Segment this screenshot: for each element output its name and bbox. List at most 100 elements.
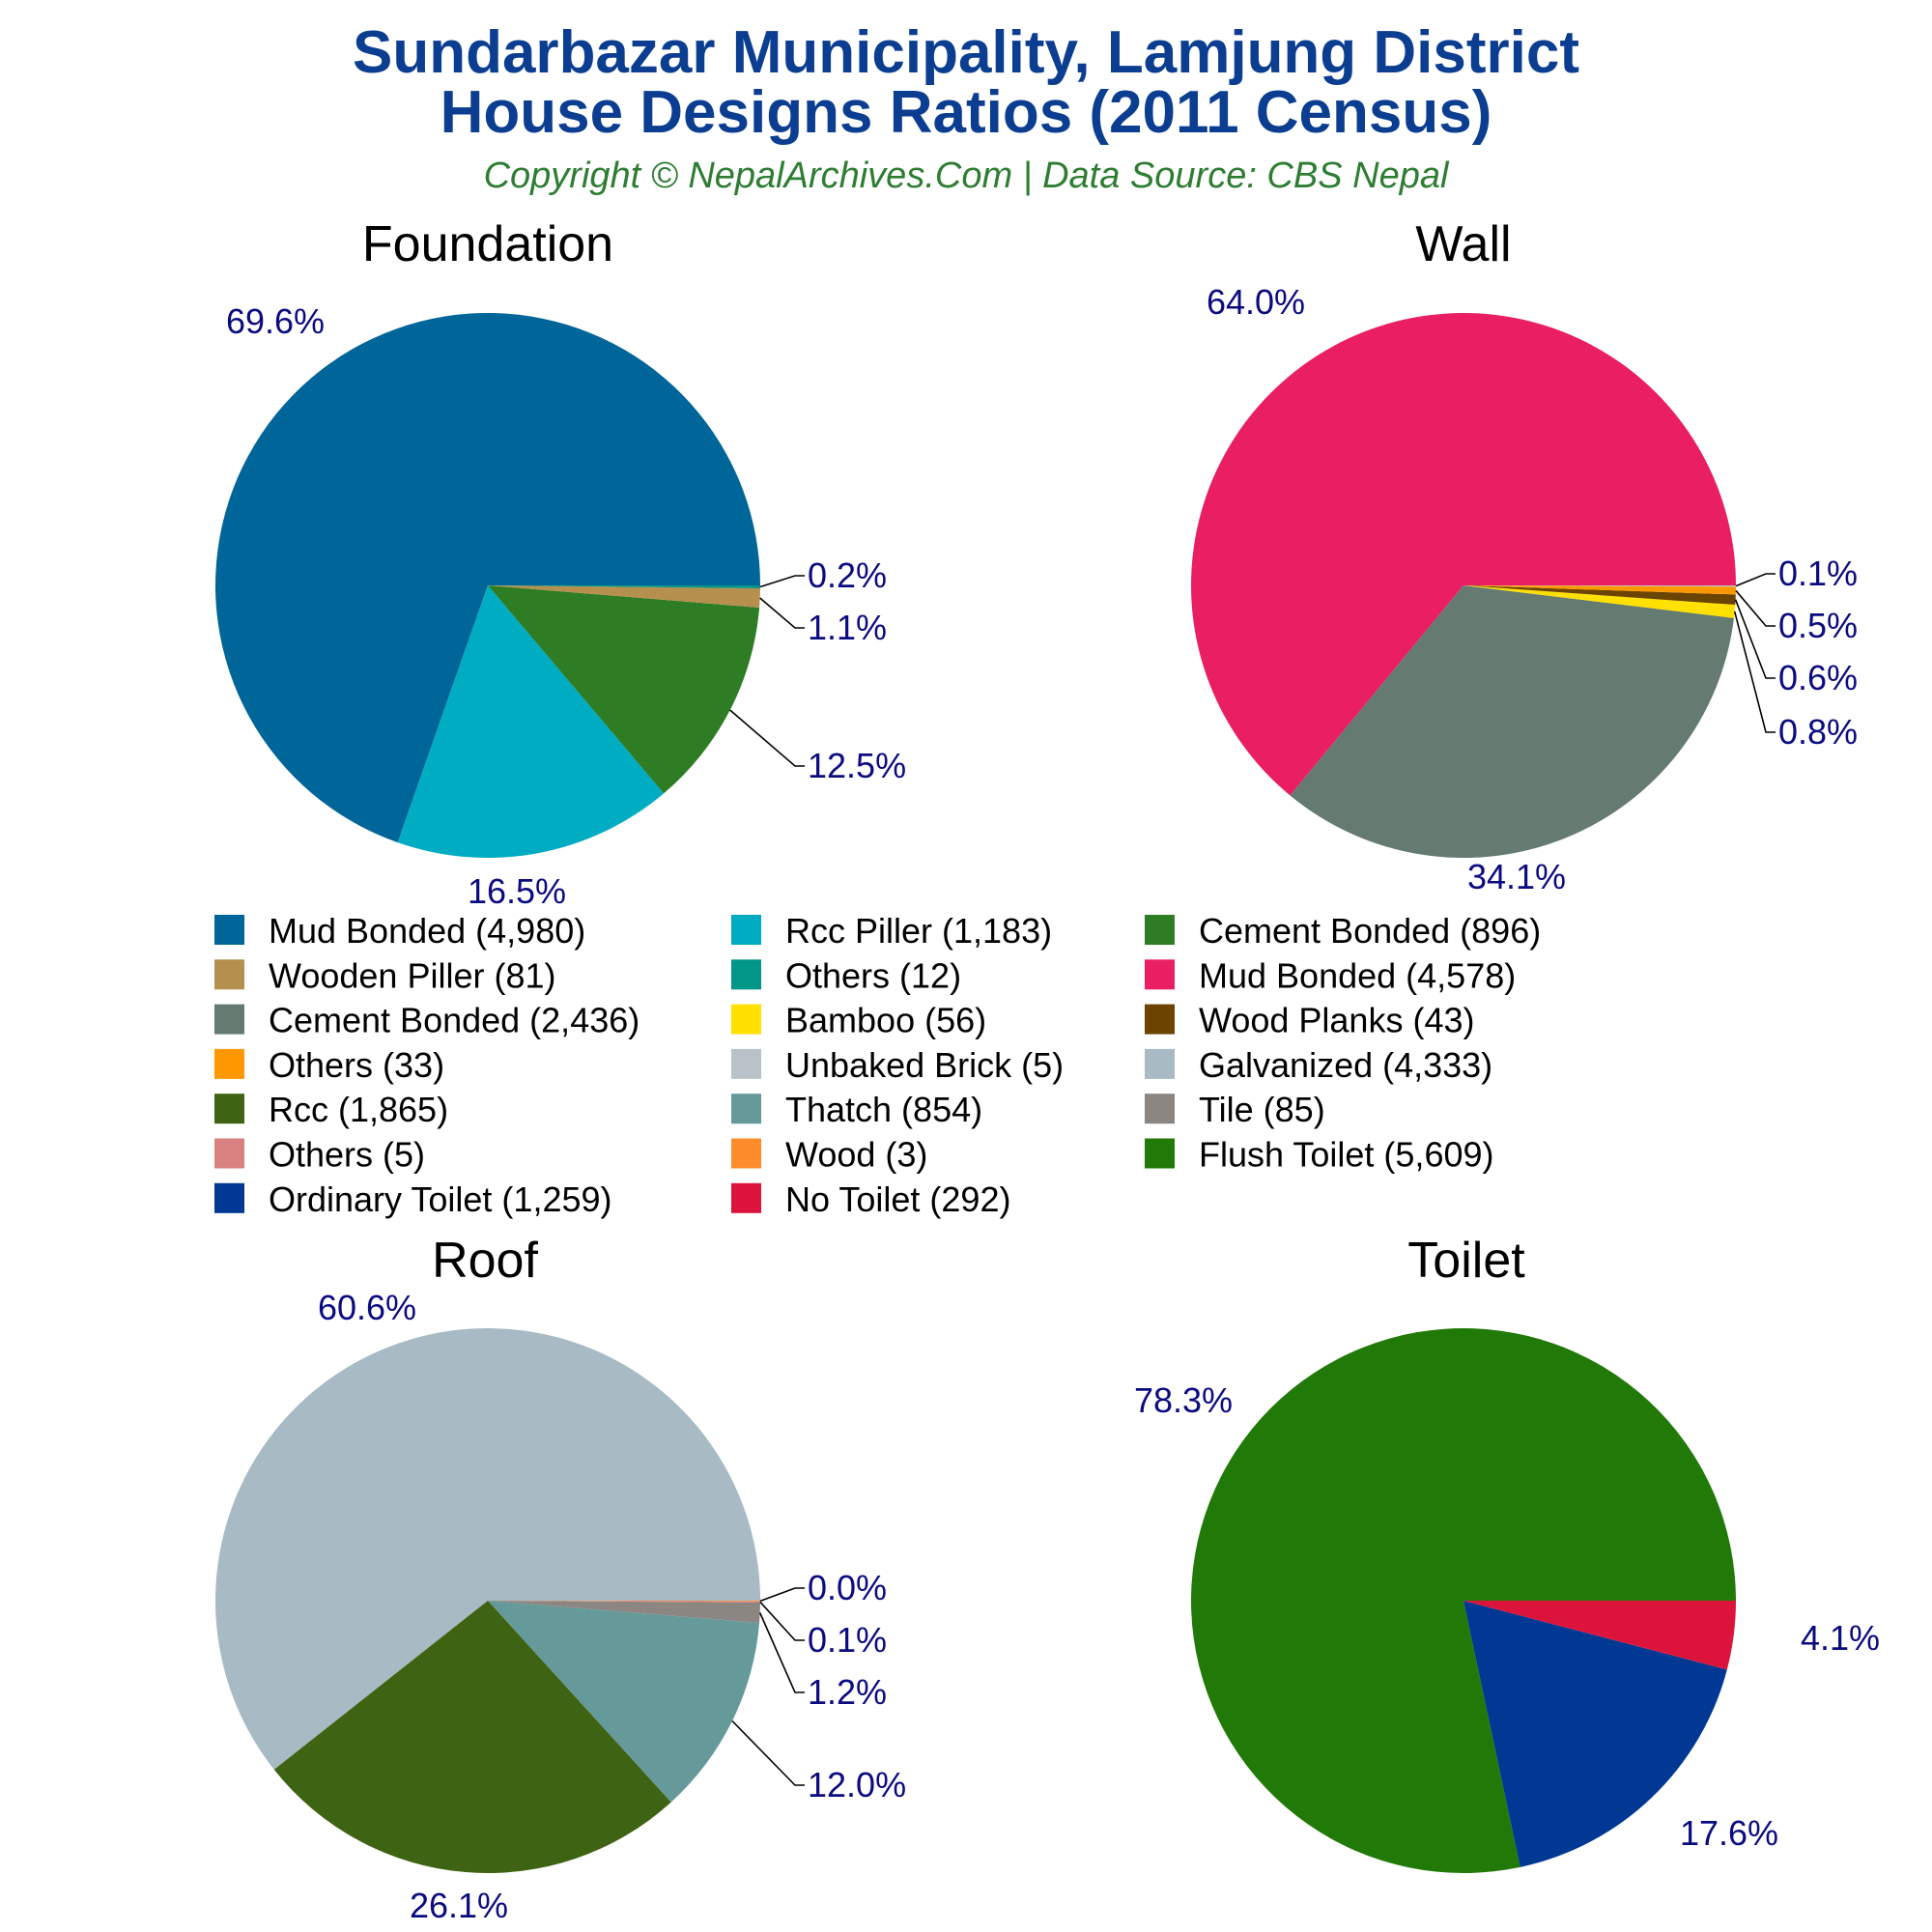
pct-label-foundation-wooden-piller-81: 1.1% xyxy=(808,608,887,647)
legend-label: Cement Bonded (2,436) xyxy=(269,1001,639,1040)
pie-title-toilet: Toilet xyxy=(1407,1233,1525,1289)
leader-line-foundation-others-12 xyxy=(759,575,805,588)
legend-swatch xyxy=(731,1182,761,1213)
legend-label: Others (5) xyxy=(269,1135,425,1175)
legend-swatch xyxy=(731,959,761,990)
pct-label-wall-wood-planks-43: 0.6% xyxy=(1778,658,1858,697)
legend-label: Wooden Piller (81) xyxy=(269,955,555,995)
pct-label-foundation-others-12: 0.2% xyxy=(808,555,887,595)
slice-roof-wood-3 xyxy=(488,1601,761,1602)
pie-wall: Wall 64.0% 34.1% 0.8% 0.6% 0.5% 0.1% xyxy=(1190,216,1858,896)
legend-item-others-33: Others (33) xyxy=(214,1045,444,1085)
pct-label-toilet-no-toilet-292: 4.1% xyxy=(1801,1618,1880,1658)
leader-line-roof-thatch-854 xyxy=(731,1719,805,1786)
legend-swatch xyxy=(214,1048,244,1079)
slice-wall-unbaked-brick-5 xyxy=(1463,585,1737,587)
legend-item-ordinary-toilet-1-259: Ordinary Toilet (1,259) xyxy=(214,1179,612,1219)
legend-item-wooden-piller-81: Wooden Piller (81) xyxy=(214,955,555,995)
slice-roof-others-5 xyxy=(488,1601,760,1603)
legend-item-wood-3: Wood (3) xyxy=(731,1135,927,1175)
pie-title-wall: Wall xyxy=(1415,216,1511,272)
legend-label: Others (33) xyxy=(269,1045,444,1085)
pct-label-wall-cement-bonded-2-436: 34.1% xyxy=(1467,857,1566,896)
pct-label-wall-bamboo-56: 0.8% xyxy=(1778,712,1858,752)
legend-label: Cement Bonded (896) xyxy=(1199,911,1541,951)
slice-foundation-wooden-piller-81 xyxy=(488,585,760,609)
legend-swatch xyxy=(214,959,244,990)
leader-line-roof-others-5 xyxy=(759,1601,805,1641)
legend-swatch xyxy=(1145,915,1175,945)
slice-foundation-cement-bonded-896 xyxy=(488,585,760,794)
pct-label-roof-rcc-1-865: 26.1% xyxy=(410,1886,508,1925)
legend-swatch xyxy=(731,1004,761,1035)
legend-item-flush-toilet-5-609: Flush Toilet (5,609) xyxy=(1145,1135,1494,1175)
leader-line-roof-wood-3 xyxy=(759,1587,805,1603)
slice-toilet-no-toilet-292 xyxy=(1463,1601,1736,1670)
legend-swatch xyxy=(214,1182,244,1213)
pie-toilet: Toilet 78.3% 17.6% 4.1% xyxy=(1134,1233,1880,1873)
legend-swatch xyxy=(731,1094,761,1124)
legend-label: Unbaked Brick (5) xyxy=(785,1045,1064,1085)
legend-label: Bamboo (56) xyxy=(785,1001,986,1040)
legend-item-others-12: Others (12) xyxy=(731,955,961,995)
pct-label-roof-others-5: 0.1% xyxy=(808,1620,887,1660)
pie-roof: Roof 60.6% 26.1% 12.0% 1.2% 0.1% 0.0% xyxy=(214,1233,906,1925)
legend-swatch xyxy=(731,915,761,945)
slice-roof-rcc-1-865 xyxy=(273,1601,671,1873)
slice-foundation-rcc-piller-1-183 xyxy=(397,585,665,858)
legend-label: Galvanized (4,333) xyxy=(1199,1045,1492,1085)
leader-line-wall-unbaked-brick-5 xyxy=(1735,573,1776,587)
legend-label: Mud Bonded (4,980) xyxy=(269,911,585,951)
pct-label-wall-unbaked-brick-5: 0.1% xyxy=(1778,554,1858,593)
legend-item-rcc-piller-1-183: Rcc Piller (1,183) xyxy=(731,911,1052,951)
leader-line-wall-others-33 xyxy=(1735,589,1776,627)
chart-title-line1: Sundarbazar Municipality, Lamjung Distri… xyxy=(353,19,1579,86)
legend-label: Rcc Piller (1,183) xyxy=(785,911,1052,951)
legend-label: Mud Bonded (4,578) xyxy=(1199,955,1516,995)
legend-label: Tile (85) xyxy=(1199,1090,1325,1129)
legend-label: Others (12) xyxy=(785,955,961,995)
legend-swatch xyxy=(731,1138,761,1169)
slice-roof-thatch-854 xyxy=(488,1601,760,1803)
slice-toilet-ordinary-toilet-1-259 xyxy=(1463,1601,1727,1867)
legend-item-others-5: Others (5) xyxy=(214,1135,425,1175)
slice-wall-mud-bonded-4-578 xyxy=(1190,312,1736,796)
legend-label: No Toilet (292) xyxy=(785,1179,1010,1219)
leader-line-foundation-cement-bonded-896 xyxy=(729,709,805,767)
legend-item-mud-bonded-4-980: Mud Bonded (4,980) xyxy=(214,911,585,951)
slice-roof-tile-85 xyxy=(488,1601,760,1624)
legend-item-galvanized-4-333: Galvanized (4,333) xyxy=(1145,1045,1492,1085)
legend-swatch xyxy=(214,915,244,945)
leader-line-wall-bamboo-56 xyxy=(1733,611,1776,733)
legend-swatch xyxy=(1145,1094,1175,1124)
chart-title-line2: House Designs Ratios (2011 Census) xyxy=(440,79,1492,146)
pct-label-roof-wood-3: 0.0% xyxy=(808,1568,887,1607)
legend-label: Wood (3) xyxy=(785,1135,927,1175)
legend-label: Wood Planks (43) xyxy=(1199,1001,1474,1040)
legend-item-mud-bonded-4-578: Mud Bonded (4,578) xyxy=(1145,955,1516,995)
pct-label-toilet-ordinary-toilet-1-259: 17.6% xyxy=(1680,1813,1778,1853)
legend-swatch xyxy=(1145,1048,1175,1079)
legend-item-tile-85: Tile (85) xyxy=(1145,1090,1325,1129)
pie-title-roof: Roof xyxy=(432,1233,538,1289)
slice-roof-galvanized-4-333 xyxy=(214,1328,761,1770)
legend-swatch xyxy=(731,1048,761,1079)
leader-line-roof-tile-85 xyxy=(758,1612,805,1693)
pct-label-roof-tile-85: 1.2% xyxy=(808,1672,887,1712)
legend-label: Flush Toilet (5,609) xyxy=(1199,1135,1494,1175)
slice-foundation-others-12 xyxy=(488,585,760,588)
legend-swatch xyxy=(1145,1004,1175,1035)
pct-label-roof-thatch-854: 12.0% xyxy=(808,1765,906,1804)
legend-item-cement-bonded-2-436: Cement Bonded (2,436) xyxy=(214,1001,639,1040)
legend-item-wood-planks-43: Wood Planks (43) xyxy=(1145,1001,1474,1040)
legend-label: Rcc (1,865) xyxy=(269,1090,448,1129)
slice-wall-bamboo-56 xyxy=(1463,585,1736,618)
leader-line-wall-wood-planks-43 xyxy=(1734,599,1776,679)
slice-wall-cement-bonded-2-436 xyxy=(1290,585,1734,858)
chart-subtitle: Copyright © NepalArchives.Com | Data Sou… xyxy=(484,156,1450,196)
pct-label-wall-mud-bonded-4-578: 64.0% xyxy=(1207,282,1305,322)
slice-wall-others-33 xyxy=(1463,585,1736,595)
legend-item-bamboo-56: Bamboo (56) xyxy=(731,1001,986,1040)
legend-label: Thatch (854) xyxy=(785,1090,982,1129)
